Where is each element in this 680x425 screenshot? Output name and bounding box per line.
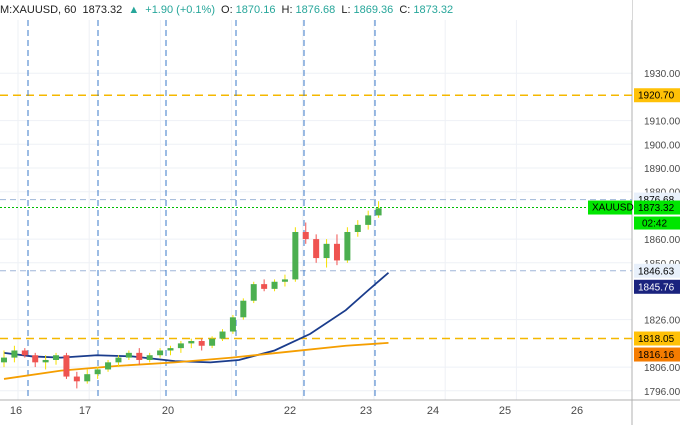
high-value: 1876.68 [295,4,336,16]
price-tag: 1846.63 [638,266,675,277]
candle-body [21,350,28,356]
candle-body [250,284,257,301]
candle-body [365,215,372,225]
x-tick-label: 24 [427,405,439,417]
price-tag: 1818.05 [638,334,675,345]
fast-ma-line [3,272,390,364]
last-price: 1873.32 [82,4,123,16]
x-tick-label: 22 [284,405,296,417]
candle-body [229,317,236,332]
x-tick-label: 16 [10,405,22,417]
low-label: L: [341,4,351,16]
candle-body [323,243,330,259]
candle-body [375,208,382,216]
candle-body [115,357,122,363]
countdown-label: 02:42 [642,219,667,230]
price-tag-bg [634,200,680,215]
high-label: H: [281,4,293,16]
x-tick-label: 20 [162,405,174,417]
candle-body [11,350,18,358]
y-tick-label: 1796.00 [644,387,680,398]
candle-body [1,357,7,363]
symbol-label[interactable]: M:XAUUSD, 60 [0,4,77,16]
time-axis[interactable]: 16 17 20 22 23 24 25 26 [10,405,583,417]
countdown-bg [634,216,680,230]
candle-body [167,348,174,351]
candle-body [188,341,195,344]
close-value: 1873.32 [413,4,454,16]
candle-body [209,338,216,346]
symbol-tag-bg [588,200,632,215]
moving-averages [3,272,390,380]
chart-header: M:XAUUSD, 60 1873.32 ▲ +1.90 (+0.1%) O: 1… [0,0,632,20]
price-tag-bg [634,331,680,346]
candle-body [354,224,361,232]
price-tag-bg [634,279,680,294]
price-tag: 1920.70 [638,91,675,102]
price-tag-bg [634,88,680,103]
price-tag-bg [634,347,680,362]
y-tick-label: 1860.00 [644,235,680,246]
symbol-tag: XAUUSD [592,203,634,214]
candle-body [177,343,184,349]
y-tick-label: 1930.00 [644,69,680,80]
candle-body [240,300,247,318]
horizontal-levels [0,94,632,340]
price-tag: 1845.76 [638,282,675,293]
candle-body [53,355,60,360]
vertical-session-lines [27,20,376,400]
y-tick-label: 1900.00 [644,140,680,151]
triangle-up-icon: ▲ [128,4,140,16]
candle-body [219,331,226,339]
price-tags: 1920.701876.68XAUUSD1873.321846.631845.7… [588,88,680,362]
close-label: C: [399,4,411,16]
low-value: 1869.36 [353,4,394,16]
candle-body [281,279,288,282]
y-tick-label: 1890.00 [644,164,680,175]
candle-body [125,352,132,358]
candle-body [292,231,299,280]
open-label: O: [221,4,233,16]
candle-body [94,369,101,375]
x-tick-label: 23 [360,405,372,417]
candle-body [32,355,39,363]
y-tick-label: 1826.00 [644,316,680,327]
price-tag-bg [634,263,680,278]
x-tick-label: 17 [79,405,91,417]
candle-body [146,355,153,360]
price-tag: 1873.32 [638,203,675,214]
candle-body [73,376,80,382]
x-tick-label: 26 [571,405,583,417]
candle-body [136,352,143,360]
candle-body [302,231,309,240]
x-tick-label: 25 [499,405,511,417]
candle-body [344,231,351,261]
candle-body [313,239,320,259]
candle-body [261,284,268,289]
candle-body [333,243,340,261]
slow-ma-line [3,342,389,380]
price-tag: 1816.16 [638,350,675,361]
y-tick-label: 1910.00 [644,117,680,128]
candle-body [105,362,112,370]
candlestick-series [1,201,382,389]
price-change: +1.90 (+0.1%) [145,4,215,16]
open-value: 1870.16 [235,4,276,16]
candle-body [63,355,70,377]
candle-body [198,341,205,346]
candle-body [84,374,91,382]
candle-body [271,281,278,289]
candle-body [42,359,49,363]
y-tick-label: 1806.00 [644,363,680,374]
candle-body [157,350,164,356]
